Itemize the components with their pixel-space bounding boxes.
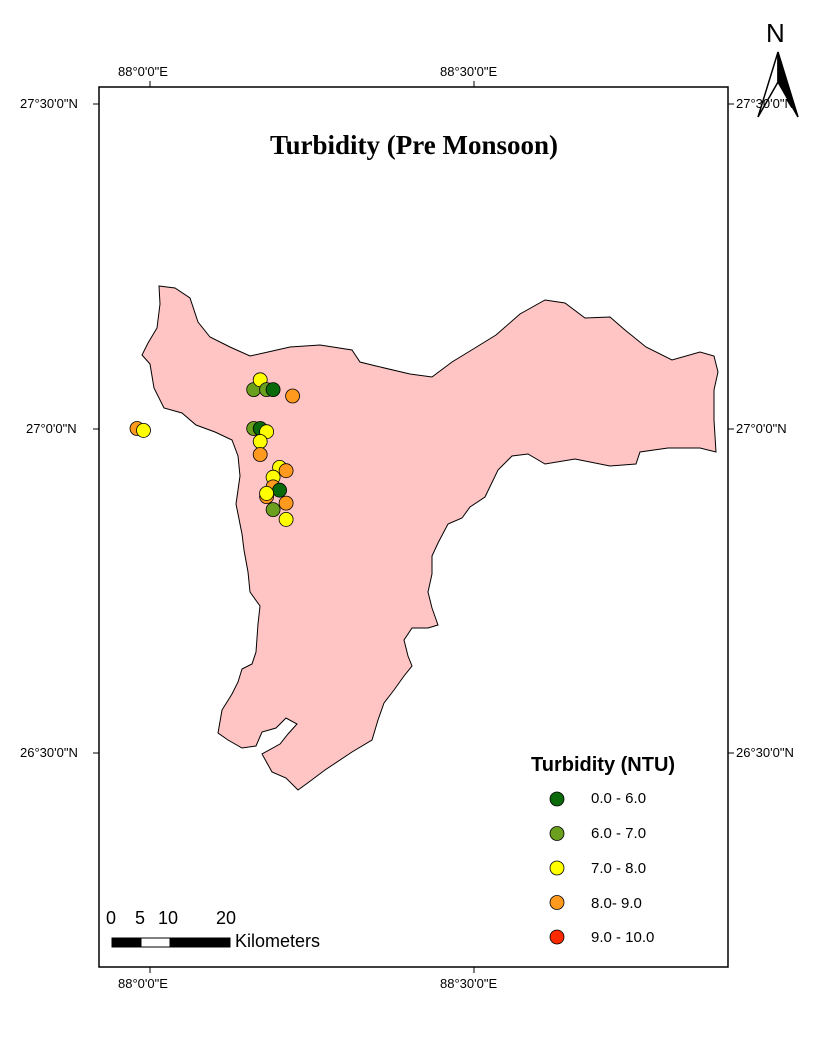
legend-marker	[549, 860, 565, 876]
sample-point	[265, 382, 281, 398]
scale-label: 5	[135, 908, 146, 928]
map-frame	[98, 86, 729, 968]
sample-point	[252, 434, 268, 449]
sample-point	[285, 388, 301, 404]
scale-bar	[111, 937, 231, 948]
sample-point	[278, 495, 294, 511]
scale-label: 10	[158, 908, 179, 928]
legend-label: 8.0- 9.0	[591, 895, 642, 912]
sample-point	[259, 485, 275, 501]
sample-point	[278, 512, 294, 527]
right-lat-label: 26°30'0"N	[736, 745, 794, 760]
legend-label: 6.0 - 7.0	[591, 825, 647, 842]
left-lat-label: 26°30'0"N	[20, 745, 78, 760]
legend-title: Turbidity (NTU)	[531, 754, 676, 776]
legend-marker	[549, 826, 565, 841]
legend-marker	[549, 791, 565, 807]
sample-point	[252, 447, 268, 462]
bottom-lon-label: 88°30'0"E	[440, 976, 498, 991]
bottom-lon-label: 88°0'0"E	[118, 976, 168, 991]
top-lon-label: 88°0'0"E	[118, 64, 168, 79]
legend-markers	[549, 791, 565, 945]
scale-unit: Kilometers	[235, 931, 321, 951]
left-lat-label: 27°30'0"N	[20, 96, 78, 111]
legend-label: 0.0 - 6.0	[591, 790, 647, 807]
district-boundary	[141, 285, 719, 791]
sample-point	[136, 422, 151, 438]
scale-label: 20	[216, 908, 237, 928]
legend-marker	[549, 895, 565, 910]
right-lat-label: 27°30'0"N	[736, 96, 794, 111]
north-arrow-icon	[757, 51, 799, 118]
sample-point	[272, 482, 288, 498]
scale-label: 0	[106, 908, 117, 928]
graticule-ticks	[93, 81, 734, 973]
legend-label: 7.0 - 8.0	[591, 860, 647, 877]
left-lat-label: 27°0'0"N	[26, 421, 77, 436]
legend-marker	[549, 929, 565, 945]
sample-point	[278, 463, 294, 479]
sample-points-layer	[129, 372, 301, 527]
map-title: Turbidity (Pre Monsoon)	[269, 130, 559, 160]
top-lon-label: 88°30'0"E	[440, 64, 498, 79]
north-letter: N	[766, 18, 785, 48]
legend-label: 9.0 - 10.0	[591, 929, 655, 946]
right-lat-label: 27°0'0"N	[736, 421, 787, 436]
sample-point	[265, 502, 281, 518]
